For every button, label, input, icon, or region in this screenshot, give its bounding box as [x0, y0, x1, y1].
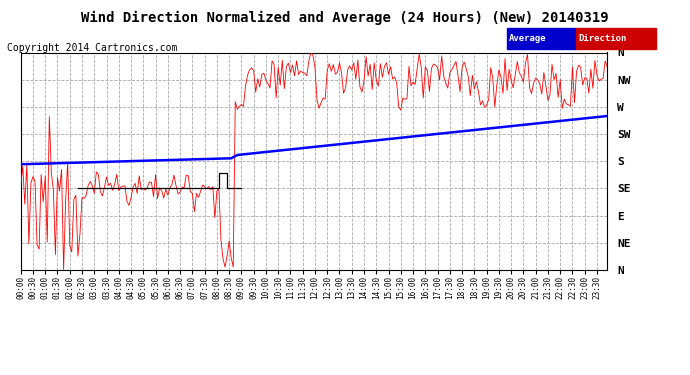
Text: Average: Average — [509, 34, 547, 43]
Text: Wind Direction Normalized and Average (24 Hours) (New) 20140319: Wind Direction Normalized and Average (2… — [81, 11, 609, 26]
Text: Copyright 2014 Cartronics.com: Copyright 2014 Cartronics.com — [7, 43, 177, 53]
Text: Direction: Direction — [578, 34, 627, 43]
